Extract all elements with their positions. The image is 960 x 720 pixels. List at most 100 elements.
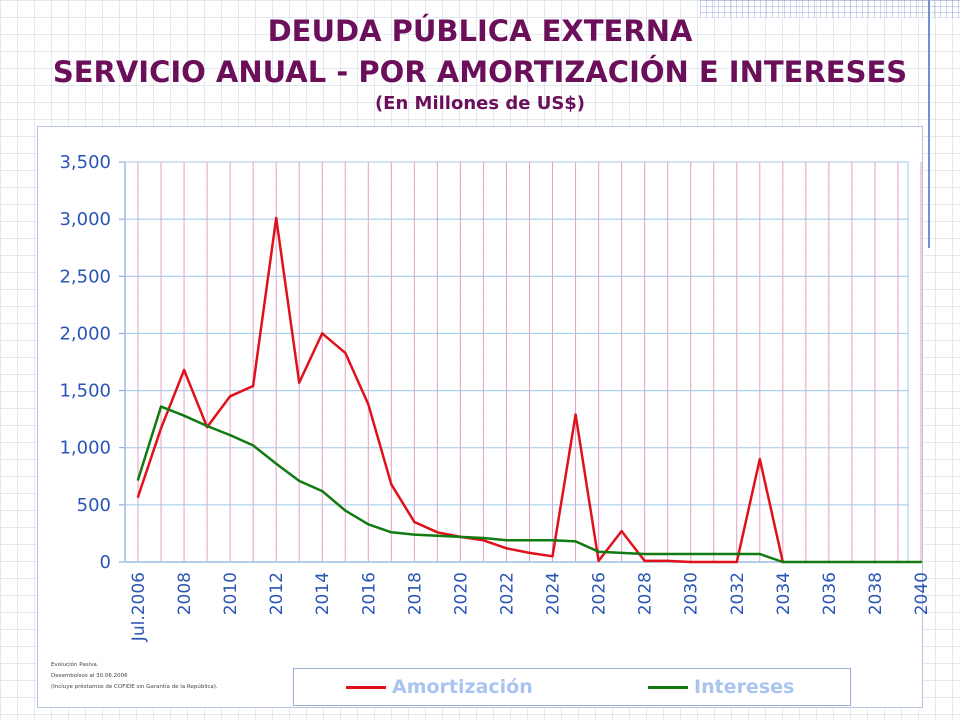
side-rule	[928, 0, 930, 248]
data-point-intereses	[850, 560, 854, 564]
data-point-intereses	[781, 560, 785, 564]
data-point-intereses	[896, 560, 900, 564]
data-point-intereses	[827, 560, 831, 564]
data-point-intereses	[574, 540, 577, 543]
data-point-amortizacion	[666, 559, 669, 563]
data-point-intereses	[689, 552, 692, 556]
y-tick-label: 3,000	[59, 209, 111, 230]
y-tick-label: 3,500	[59, 152, 111, 173]
data-point-amortizacion	[528, 551, 531, 555]
data-point-intereses	[367, 523, 370, 526]
y-tick-label: 500	[77, 495, 111, 516]
data-point-intereses	[436, 534, 439, 537]
x-tick-label: 2014	[313, 572, 333, 615]
corner-decoration	[700, 0, 960, 18]
data-point-amortizacion	[597, 559, 600, 563]
data-point-amortizacion	[643, 559, 646, 563]
data-point-intereses	[735, 552, 738, 556]
y-tick-label: 0	[100, 552, 111, 573]
x-tick-label: 2028	[636, 572, 656, 615]
data-point-intereses	[159, 405, 163, 408]
x-tick-label: 2032	[728, 572, 748, 615]
x-tick-label: 2024	[544, 572, 564, 615]
data-point-intereses	[482, 536, 485, 540]
data-point-intereses	[390, 531, 393, 534]
data-point-intereses	[666, 552, 669, 556]
x-tick-label: 2030	[682, 572, 702, 615]
data-point-intereses	[321, 489, 324, 493]
x-tick-label: 2010	[221, 572, 241, 615]
data-point-intereses	[459, 535, 462, 539]
data-point-amortizacion	[551, 555, 554, 558]
data-point-intereses	[274, 462, 278, 465]
data-point-amortizacion	[712, 560, 715, 564]
data-point-intereses	[712, 552, 715, 556]
data-point-intereses	[758, 552, 761, 556]
data-point-amortizacion	[505, 547, 508, 550]
x-tick-label: 2034	[774, 572, 794, 615]
plot-area	[124, 161, 909, 563]
x-tick-label: 2036	[820, 572, 840, 615]
chart-subtitle: SERVICIO ANUAL - POR AMORTIZACIÓN E INTE…	[52, 55, 908, 89]
data-point-intereses	[182, 414, 186, 417]
data-point-amortizacion	[735, 560, 738, 564]
data-point-amortizacion	[136, 495, 140, 499]
data-point-amortizacion	[321, 332, 324, 335]
data-point-amortizacion	[390, 483, 393, 486]
x-tick-label: 2020	[451, 572, 471, 615]
x-tick-label: Jul.2006	[129, 572, 149, 642]
chart-title: DEUDA PÚBLICA EXTERNA	[267, 14, 693, 48]
data-point-amortizacion	[436, 531, 439, 534]
data-point-amortizacion	[251, 384, 255, 388]
y-tick-label: 2,500	[59, 266, 111, 287]
data-point-intereses	[643, 552, 646, 556]
footnotes: Evolución Pasiva. Desembolsos al 30.06.2…	[51, 660, 218, 693]
data-point-intereses	[344, 509, 347, 512]
data-point-amortizacion	[689, 560, 692, 564]
footnote: Evolución Pasiva.	[51, 662, 99, 668]
data-point-intereses	[804, 560, 808, 564]
legend-swatch-intereses	[648, 686, 688, 689]
data-point-intereses	[597, 550, 600, 553]
data-point-amortizacion	[482, 539, 485, 542]
x-tick-label: 2038	[866, 572, 886, 615]
y-tick-label: 1,500	[59, 381, 111, 402]
data-point-intereses	[505, 539, 508, 542]
data-point-intereses	[251, 444, 255, 447]
footnote: (Incluye préstamos de COFIDE sin Garantí…	[51, 684, 218, 690]
data-point-amortizacion	[413, 520, 416, 524]
footnote: Desembolsos al 30.06.2006	[51, 673, 128, 679]
x-tick-label: 2040	[912, 572, 932, 615]
data-point-intereses	[298, 479, 301, 483]
data-point-intereses	[528, 539, 531, 542]
y-tick-label: 1,000	[59, 438, 111, 459]
data-point-amortizacion	[298, 381, 301, 384]
data-point-intereses	[620, 551, 623, 555]
data-point-amortizacion	[228, 395, 232, 398]
data-point-intereses	[551, 539, 554, 542]
y-tick-label: 2,000	[59, 323, 111, 344]
data-point-intereses	[205, 424, 209, 428]
data-point-intereses	[136, 478, 140, 481]
chart-unit-label: (En Millones de US$)	[374, 93, 586, 114]
data-point-intereses	[873, 560, 877, 564]
x-tick-label: 2018	[405, 572, 425, 615]
data-point-intereses	[919, 560, 923, 564]
data-point-intereses	[413, 533, 416, 536]
x-tick-label: 2016	[359, 572, 379, 615]
data-point-amortizacion	[758, 457, 761, 461]
data-point-amortizacion	[367, 403, 370, 406]
chart-legend: Amortización Intereses	[293, 668, 851, 706]
x-tick-label: 2022	[497, 572, 517, 615]
data-point-amortizacion	[620, 529, 623, 533]
x-tick-label: 2008	[175, 572, 195, 615]
data-point-intereses	[228, 433, 232, 437]
data-point-amortizacion	[344, 351, 347, 355]
x-tick-label: 2012	[267, 572, 287, 615]
x-tick-label: 2026	[590, 572, 610, 615]
legend-label-amortizacion: Amortización	[392, 676, 533, 698]
legend-swatch-amortizacion	[346, 686, 386, 689]
legend-label-intereses: Intereses	[694, 676, 795, 698]
data-point-amortizacion	[574, 413, 577, 416]
